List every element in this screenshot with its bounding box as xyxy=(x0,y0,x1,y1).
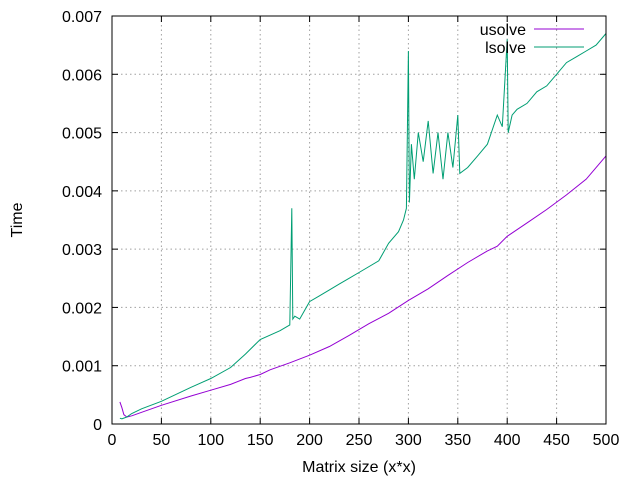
x-tick-label: 150 xyxy=(247,432,274,449)
y-tick-label: 0.001 xyxy=(62,359,102,376)
y-tick-label: 0.007 xyxy=(62,9,102,26)
x-tick-label: 400 xyxy=(494,432,521,449)
y-tick-label: 0.002 xyxy=(62,300,102,317)
x-tick-label: 50 xyxy=(153,432,171,449)
y-axis-label: Time xyxy=(9,202,26,237)
y-tick-label: 0.006 xyxy=(62,67,102,84)
series-line-usolve xyxy=(119,155,607,418)
x-tick-label: 0 xyxy=(108,432,117,449)
legend-label-usolve: usolve xyxy=(480,22,526,39)
x-tick-label: 300 xyxy=(395,432,422,449)
tick-labels: 0 50 100 150 200 250 300 350 400 450 500 0 0.001 0.00… xyxy=(62,9,619,449)
x-axis-label: Matrix size (x*x) xyxy=(302,459,416,476)
legend-label-lsolve: lsolve xyxy=(485,40,526,57)
y-tick-label: 0.005 xyxy=(62,126,102,143)
x-tick-label: 450 xyxy=(543,432,570,449)
y-tick-label: 0 xyxy=(93,417,102,434)
series-group xyxy=(119,33,607,420)
y-tick-label: 0.004 xyxy=(62,184,102,201)
x-tick-label: 100 xyxy=(197,432,224,449)
x-tick-label: 250 xyxy=(346,432,373,449)
x-tick-label: 500 xyxy=(593,432,620,449)
series-line-lsolve xyxy=(119,33,607,420)
axis-ticks xyxy=(111,15,607,425)
y-tick-label: 0.003 xyxy=(62,242,102,259)
x-tick-label: 350 xyxy=(444,432,471,449)
grid xyxy=(112,16,606,424)
x-tick-label: 200 xyxy=(296,432,323,449)
